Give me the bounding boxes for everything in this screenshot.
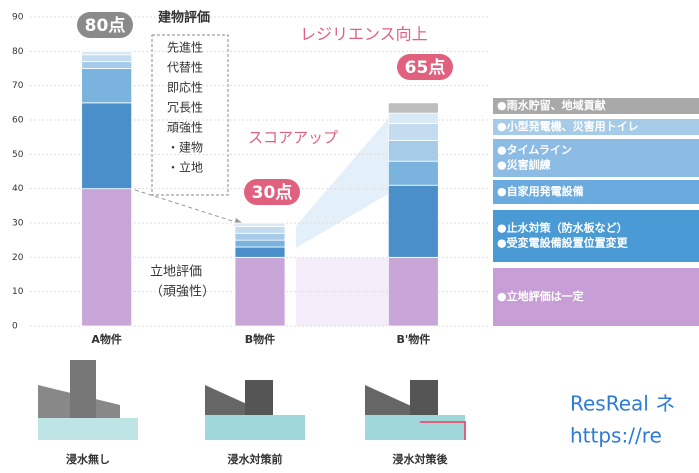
box [151,34,229,196]
bar-segment [387,160,439,186]
legend-box [493,119,699,135]
flow-area [296,258,400,326]
x-tick-label: A物件 [91,332,122,346]
arrow [134,189,246,226]
bar-segment [81,102,133,190]
y-tick-label: 60 [12,116,24,126]
bar-segment [81,50,133,56]
legend-label: ●災害訓練 [497,158,551,172]
y-tick-label: 70 [12,81,24,91]
legend-box [493,98,699,114]
y-tick-label: 10 [12,287,24,297]
annotation: スコアアップ [248,129,338,147]
bar-segment [234,232,286,241]
annotation: 立地評価 [150,265,202,280]
y-tick-label: 0 [12,322,18,332]
bar-segment [81,188,133,327]
bar-segment [387,123,439,142]
caption: 浸水対策前 [228,452,283,466]
annotation: （頑強性） [150,285,215,300]
footer-text: https://re [570,424,662,448]
legend-label: ●タイムライン [497,144,572,157]
bar-segment [387,184,439,258]
bar-segment [234,222,286,227]
annotation: レジリエンス向上 [300,25,428,44]
bar-segment [81,54,133,63]
bar-segment [234,239,286,248]
box-item: 即応性 [167,81,203,95]
legend-box [493,210,699,262]
bar-segment [387,256,439,327]
bar-segment [81,61,133,69]
illustration [38,360,466,440]
x-tick-label: B'物件 [396,332,430,346]
bar-segment [234,226,286,234]
y-tick-label: 40 [12,184,24,194]
badge-text: 30点 [252,182,293,203]
legend-label: ●自家用発電設備 [497,184,584,198]
caption: 浸水対策後 [393,452,449,466]
x-tick-label: B物件 [245,332,275,346]
y-tick-label: 50 [12,150,24,160]
bar-segment [387,140,439,162]
legend-box [493,139,699,177]
legend-box [493,268,699,326]
legend-label: ●立地評価は一定 [497,289,584,303]
legend-box [493,180,699,204]
bar-segment [387,102,439,114]
bar-segment [387,112,439,124]
y-tick-label: 30 [12,219,24,229]
badge [77,12,133,38]
box-item: 冗長性 [167,101,203,115]
y-tick-label: 90 [12,13,24,23]
box-item: 先進性 [167,41,203,55]
box-item: ・立地 [167,160,203,175]
y-tick-label: 20 [12,253,24,263]
legend-label: ●止水対策（防水板など） [497,221,628,235]
bar-segment [234,246,286,258]
legend-label: ●小型発電機、災害用トイレ [497,119,639,133]
bar-segment [81,68,133,104]
box-item: 代替性 [167,61,203,75]
badge-text: 65点 [405,57,446,78]
box-item: 頑強性 [167,121,203,135]
legend-label: ●雨水貯留、地域貢献 [497,98,606,112]
badge-text: 80点 [85,15,126,36]
flow-area [296,105,400,248]
y-tick-label: 80 [12,47,24,57]
badge [397,54,453,80]
box-item: ・建物 [167,141,203,155]
footer-text: ResReal ネ [570,392,675,416]
legend-label: ●受変電設備設置位置変更 [497,236,629,250]
box-title: 建物評価 [158,10,210,26]
bar-segment [234,256,286,327]
badge [244,179,300,205]
caption: 浸水無し [66,452,110,466]
